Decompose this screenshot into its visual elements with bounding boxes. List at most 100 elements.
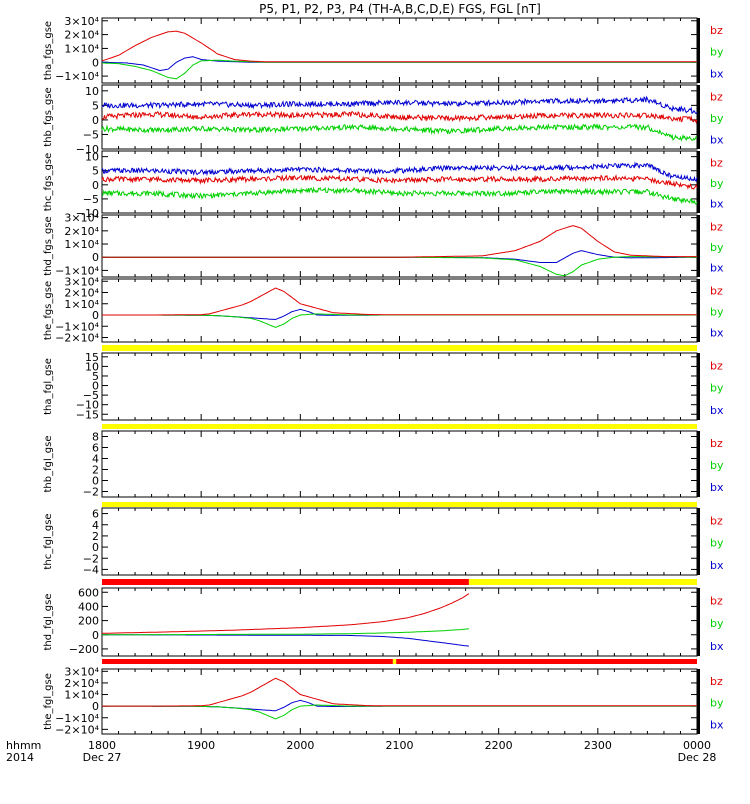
- y-tick-label: 5: [92, 165, 99, 178]
- right-axis-strip: [697, 215, 700, 277]
- x-tick-label-1800: 1800: [88, 739, 116, 752]
- x-tick-date-label: Dec 28: [678, 751, 717, 764]
- right-axis-strip: [697, 353, 700, 420]
- y-tick-label: 4: [92, 519, 99, 532]
- legend-by: by: [710, 697, 724, 710]
- legend-bz: bz: [710, 514, 723, 527]
- legend-bx: bx: [710, 262, 724, 275]
- panel-frame: [101, 278, 698, 343]
- y-tick-label: 0: [92, 56, 99, 69]
- y-tick-label: 5: [92, 370, 99, 383]
- time-axis-row-label-year: 2014: [6, 751, 34, 764]
- series-bx-line: [101, 161, 698, 182]
- y-tick-label: 0: [92, 475, 99, 488]
- series-by-line: [101, 59, 697, 80]
- series-by-line: [101, 186, 698, 205]
- y-tick-label: −1×10⁴: [55, 712, 99, 725]
- y-tick-label: 0: [92, 114, 99, 127]
- legend-by: by: [710, 177, 724, 190]
- panel-frame: [101, 587, 698, 657]
- panel-frame: [101, 214, 698, 278]
- right-axis-strip: [697, 588, 700, 656]
- right-axis-strip: [697, 18, 700, 83]
- right-axis-strip: [697, 508, 700, 575]
- y-tick-label: −1×10⁴: [55, 320, 99, 333]
- panel-frame: [101, 150, 698, 214]
- panel-frame: [101, 430, 698, 498]
- status-bar-segment-1: [102, 345, 697, 351]
- y-tick-label: −10: [76, 143, 99, 156]
- y-tick-label: 8: [92, 431, 99, 444]
- legend-by: by: [710, 112, 724, 125]
- panel-thb_fgs_gse: −10 −50 510 thb_fgs_gse bz by bx: [43, 84, 724, 156]
- right-axis-strip: [697, 151, 700, 213]
- y-axis-label: the_fgl_gse: [43, 673, 54, 730]
- y-tick-label: 3×10⁴: [64, 15, 99, 28]
- y-tick-label: 0: [92, 541, 99, 554]
- panel-frame: [101, 668, 698, 735]
- right-axis-strip: [697, 85, 700, 149]
- y-tick-label: 1×10⁴: [64, 42, 99, 55]
- right-axis-strip: [697, 431, 700, 497]
- legend-by: by: [710, 382, 724, 395]
- x-tick-label-2000: 2000: [286, 739, 314, 752]
- legend-bx: bx: [710, 198, 724, 211]
- y-axis-label: thd_fgs_gse: [43, 216, 54, 275]
- x-tick-label-2200: 2200: [485, 739, 513, 752]
- status-bar-segment-1: [102, 579, 469, 585]
- legend-bz: bz: [710, 220, 723, 233]
- y-tick-label: 2×10⁴: [64, 29, 99, 42]
- y-tick-label: −10: [76, 399, 99, 412]
- series-bz-line: [102, 677, 697, 707]
- legend-bz: bz: [710, 156, 723, 169]
- status-bar-segment-1: [102, 659, 393, 664]
- panel-frame: [101, 17, 698, 84]
- y-tick-label: 2: [92, 464, 99, 477]
- y-tick-label: 2: [92, 530, 99, 543]
- legend-bz: bz: [710, 359, 723, 372]
- y-tick-label: 1×10⁴: [64, 238, 99, 251]
- y-axis-label: tha_fgl_gse: [43, 358, 54, 415]
- panel-frame: [101, 352, 698, 421]
- right-axis-strip: [697, 669, 700, 734]
- y-tick-label: 2×10⁴: [64, 677, 99, 690]
- legend-bz: bz: [710, 285, 723, 298]
- x-tick-label-0000: 0000: [683, 739, 711, 752]
- y-tick-label: −10: [76, 207, 99, 220]
- panel-frame: [101, 507, 698, 576]
- y-tick-label: 400: [78, 600, 99, 613]
- legend-by: by: [710, 306, 724, 319]
- legend-bx: bx: [710, 718, 724, 731]
- status-bar-segment-2: [468, 579, 697, 585]
- y-tick-label: 0: [92, 179, 99, 192]
- legend-bz: bz: [710, 594, 723, 607]
- y-axis-label: tha_fgs_gse: [43, 21, 54, 80]
- y-tick-label: −1×10⁴: [55, 264, 99, 277]
- series-bz-line: [101, 173, 698, 190]
- status-bar-segment-1: [102, 502, 697, 507]
- y-tick-label: 0: [92, 251, 99, 264]
- y-tick-label: −200: [69, 643, 99, 656]
- y-tick-label: −2×10⁴: [55, 723, 99, 736]
- status-bar-segment-1: [102, 424, 697, 429]
- y-tick-label: −5: [83, 389, 99, 402]
- y-tick-label: −2: [83, 486, 99, 499]
- y-axis-label: thb_fgl_gse: [43, 436, 54, 493]
- legend-bx: bx: [710, 327, 724, 340]
- series-bx-line: [101, 95, 698, 114]
- y-tick-label: −5: [83, 193, 99, 206]
- x-tick-date-label: Dec 27: [83, 751, 122, 764]
- legend-bz: bz: [710, 675, 723, 688]
- legend-bx: bx: [710, 67, 724, 80]
- series-by-line: [102, 313, 697, 328]
- right-axis-strip: [697, 279, 700, 342]
- legend-by: by: [710, 617, 724, 630]
- y-tick-label: 15: [85, 351, 99, 364]
